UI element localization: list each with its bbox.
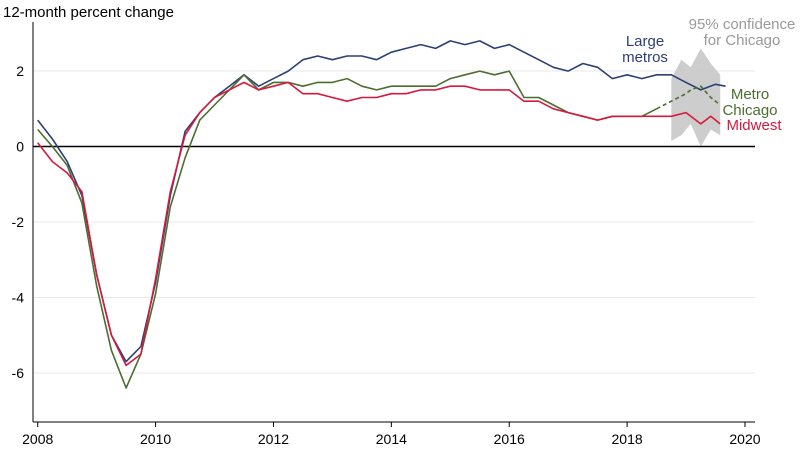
x-tick-label: 2012	[258, 431, 289, 447]
confidence-band-label-line: for Chicago	[704, 32, 781, 49]
series-label-line: metros	[622, 49, 668, 66]
series-line-2	[37, 81, 721, 367]
grid-lines	[33, 70, 755, 374]
axes: -6 -4 -2 0 2 2008 2010 2012 2014 2016 2018 2020	[12, 22, 761, 447]
confidence-band-label: 95% confidence for Chicago	[689, 16, 796, 49]
y-axis-label: 12-month percent change	[3, 4, 174, 21]
confidence-band-area	[671, 48, 721, 147]
x-tick-label: 2008	[22, 431, 53, 447]
x-tick-label: 2020	[729, 431, 760, 447]
confidence-band-label-line: 95% confidence	[689, 16, 796, 33]
x-tick-label: 2014	[376, 431, 407, 447]
series-lines	[37, 40, 726, 389]
x-tick-label: 2016	[494, 431, 525, 447]
y-tick-label: -2	[12, 214, 25, 230]
y-tick-label: 2	[16, 63, 24, 79]
y-tick-label: 0	[16, 139, 24, 155]
series-line-1	[37, 70, 657, 389]
series-label-line: Metro	[731, 86, 769, 103]
series-label-1: Metro Chicago	[722, 86, 777, 119]
series-label-0: Large metros	[622, 33, 668, 66]
series-label-2: Midwest	[726, 117, 782, 134]
x-tick-label: 2010	[140, 431, 171, 447]
y-tick-label: -6	[12, 365, 25, 381]
confidence-band	[671, 48, 721, 147]
series-line-dashed-1	[656, 85, 721, 110]
series-label-line: Midwest	[726, 117, 782, 134]
series-label-line: Chicago	[722, 102, 777, 119]
y-tick-label: -4	[12, 289, 25, 305]
series-label-line: Large	[626, 33, 664, 50]
x-tick-label: 2018	[612, 431, 643, 447]
